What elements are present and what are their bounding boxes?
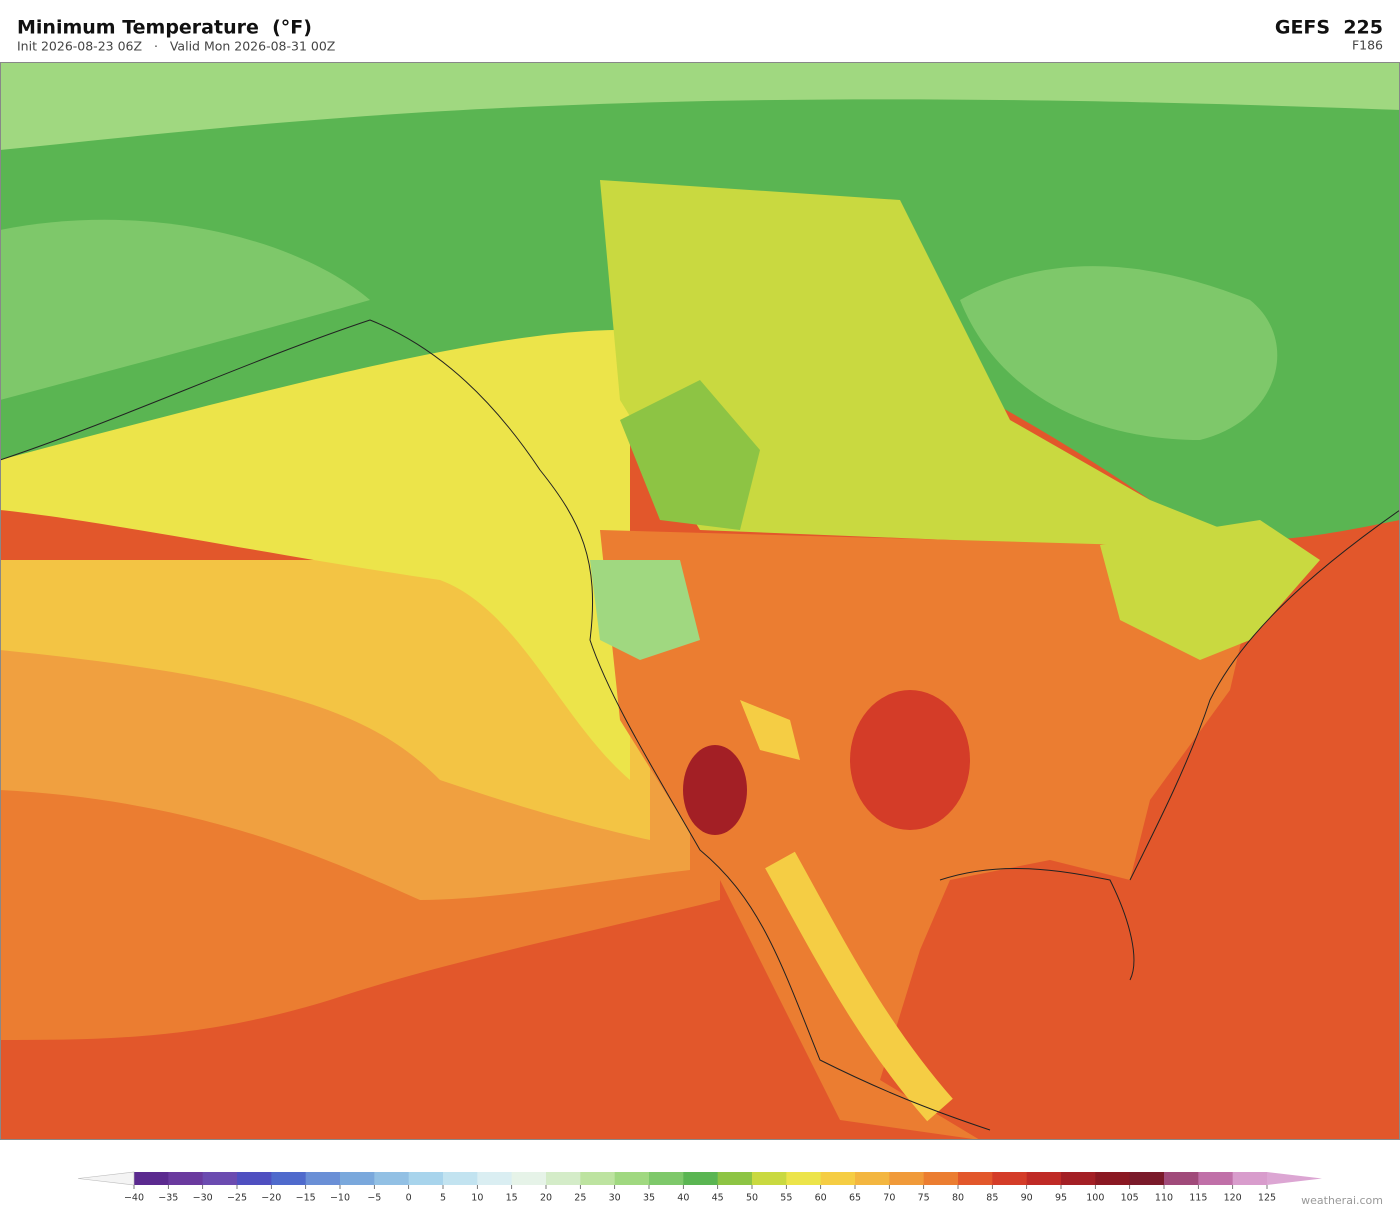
colorbar-tick-label: −5	[367, 1193, 381, 1204]
colorbar-tick-label: 20	[540, 1193, 552, 1204]
colorbar-segment	[511, 1172, 547, 1185]
subtitle: Init 2026-08-23 06Z · Valid Mon 2026-08-…	[17, 39, 335, 54]
colorbar-extend-low	[77, 1171, 135, 1186]
colorbar-segment	[202, 1172, 238, 1185]
colorbar-tick-label: 10	[471, 1193, 483, 1204]
colorbar-tick-label: −40	[124, 1193, 144, 1204]
colorbar-segment	[1061, 1172, 1096, 1185]
colorbar-tick-label: −15	[296, 1193, 316, 1204]
colorbar-segment	[1164, 1172, 1199, 1185]
colorbar-tick-label: 85	[986, 1193, 998, 1204]
map	[0, 62, 1400, 1140]
colorbar-tick-label: 0	[406, 1193, 412, 1204]
colorbar-tick-label: 45	[712, 1193, 724, 1204]
colorbar-tick-label: −20	[261, 1193, 281, 1204]
colorbar-tick-label: 55	[780, 1193, 792, 1204]
colorbar-tick-label: 35	[643, 1193, 655, 1204]
colorbar-tick-label: 65	[849, 1193, 861, 1204]
colorbar-segment	[820, 1172, 856, 1185]
colorbar-segment	[477, 1172, 513, 1185]
colorbar-segment	[752, 1172, 787, 1185]
colorbar-tick-label: 50	[746, 1193, 758, 1204]
colorbar-segment	[855, 1172, 890, 1185]
colorbar: −40 −35 −30 −25 −20 −15 −10 −5 0 5 10 15 20 25 30 35 40 4…	[77, 1171, 1322, 1204]
colorbar-tick-label: −10	[330, 1193, 350, 1204]
colorbar-segment	[923, 1172, 959, 1185]
colorbar-segment	[408, 1172, 444, 1185]
colorbar-tick-label: 40	[677, 1193, 689, 1204]
colorbar-tick-label: 90	[1021, 1193, 1033, 1204]
colorbar-tick-label: 105	[1121, 1193, 1139, 1204]
colorbar-segment	[1095, 1172, 1131, 1185]
colorbar-segment	[340, 1172, 375, 1185]
colorbar-tick-label: 75	[918, 1193, 930, 1204]
colorbar-tick-label: 30	[609, 1193, 621, 1204]
colorbar-tick-label: 95	[1055, 1193, 1067, 1204]
colorbar-segment	[237, 1172, 272, 1185]
watermark: weatherai.com	[1301, 1194, 1383, 1207]
colorbar-extend-high	[1267, 1172, 1322, 1185]
colorbar-tick-label: 15	[506, 1193, 518, 1204]
forecast-hour: F186	[1352, 38, 1383, 53]
colorbar-tick-label: 60	[815, 1193, 827, 1204]
colorbar-segment	[649, 1172, 684, 1185]
colorbar-tick-label: 120	[1224, 1193, 1242, 1204]
colorbar-tick-label: 80	[952, 1193, 964, 1204]
colorbar-tick-label: 5	[440, 1193, 446, 1204]
colorbar-segment	[443, 1172, 478, 1185]
colorbar-segment	[786, 1172, 822, 1185]
colorbar-segment	[374, 1172, 410, 1185]
colorbar-segment	[168, 1172, 204, 1185]
colorbar-tick-label: −35	[158, 1193, 178, 1204]
map-title: Minimum Temperature (°F)	[17, 17, 312, 39]
colorbar-segment	[134, 1172, 169, 1185]
colorbar-segment	[683, 1172, 719, 1185]
model-name: GEFS 225	[1275, 17, 1383, 39]
colorbar-segment	[271, 1172, 307, 1185]
colorbar-tick-label: 125	[1258, 1193, 1276, 1204]
colorbar-segment	[1026, 1172, 1062, 1185]
colorbar-segment	[1129, 1172, 1165, 1185]
colorbar-segment	[958, 1172, 993, 1185]
colorbar-segment	[1232, 1172, 1268, 1185]
colorbar-segment	[614, 1172, 650, 1185]
colorbar-segment	[717, 1172, 753, 1185]
colorbar-segment	[1198, 1172, 1234, 1185]
colorbar-segment	[889, 1172, 925, 1185]
colorbar-tick-label: 100	[1086, 1193, 1104, 1204]
colorbar-tick-label: 25	[574, 1193, 586, 1204]
colorbar-tick-label: 70	[883, 1193, 895, 1204]
colorbar-segment	[305, 1172, 341, 1185]
colorbar-tick-label: 115	[1189, 1193, 1207, 1204]
colorbar-segment	[546, 1172, 581, 1185]
colorbar-tick-label: −30	[193, 1193, 213, 1204]
colorbar-tick-label: 110	[1155, 1193, 1173, 1204]
colorbar-tick-label: −25	[227, 1193, 247, 1204]
colorbar-segment	[580, 1172, 616, 1185]
colorbar-segment	[992, 1172, 1028, 1185]
